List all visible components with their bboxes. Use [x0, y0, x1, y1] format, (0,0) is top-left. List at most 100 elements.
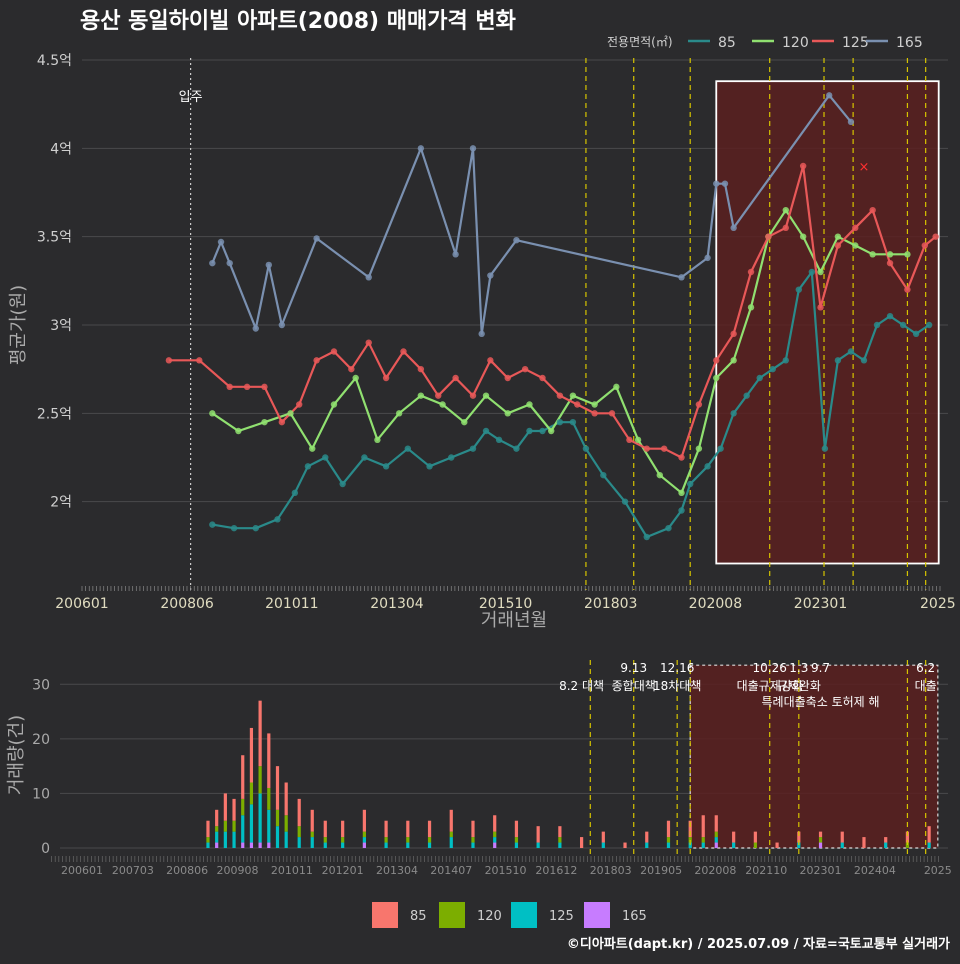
point-85: [339, 480, 346, 488]
point-125: [852, 224, 859, 232]
bar-120: [753, 842, 757, 848]
bar-85: [840, 831, 844, 843]
bar-85: [753, 831, 757, 843]
bar-165: [493, 842, 497, 848]
point-120: [352, 374, 359, 382]
point-120: [695, 445, 703, 452]
bottom-highlight-box: [689, 664, 939, 849]
point-120: [613, 383, 620, 391]
top-x-tick-label: 2025: [920, 596, 956, 612]
point-125: [834, 242, 842, 249]
point-85: [912, 330, 920, 338]
bar-125: [384, 842, 388, 848]
bottom-x-tick-label: 202110: [745, 864, 787, 877]
bottom-y-tick-label: 0: [41, 841, 50, 857]
point-85: [469, 445, 477, 452]
bottom-highlight-region: [689, 664, 939, 849]
bottom-x-tick-labels: 200601 200703 200806 200908 201011 201201 2013…: [61, 864, 952, 877]
point-120: [834, 233, 842, 240]
bottom-x-tick-label: 2025: [924, 864, 952, 877]
bar-125: [558, 842, 562, 848]
bar-120: [666, 837, 671, 843]
policy-name-label: 대출규제강화: [737, 679, 803, 693]
top-x-tick-label: 201510: [479, 596, 532, 612]
point-125: [165, 357, 173, 364]
policy-date-label: 9.13: [620, 661, 647, 675]
point-85: [873, 321, 881, 329]
bar-125: [927, 842, 931, 848]
point-125: [765, 233, 772, 240]
bottom-x-tick-label: 201905: [640, 864, 682, 877]
bar-125: [406, 842, 410, 848]
point-125: [435, 392, 442, 399]
bar-125: [701, 842, 705, 848]
point-125: [278, 418, 286, 426]
bar-125: [536, 842, 540, 848]
point-165: [365, 274, 372, 281]
point-120: [547, 427, 555, 435]
top-policy-lines: [585, 58, 927, 590]
point-85: [291, 489, 299, 497]
bar-120: [223, 820, 227, 832]
point-125: [487, 357, 494, 364]
policy-name-label: 종합대책: [612, 678, 656, 693]
bar-85: [297, 798, 301, 827]
top-series-points: ×: [165, 92, 939, 541]
bar-125: [341, 842, 345, 848]
point-125: [452, 374, 459, 382]
point-125: [313, 357, 320, 364]
point-120: [569, 392, 577, 399]
point-165: [478, 330, 485, 338]
policy-date-label: 12.16: [660, 661, 694, 675]
point-120: [417, 392, 425, 399]
point-125: [869, 206, 876, 214]
point-125: [695, 401, 703, 408]
point-125: [365, 339, 372, 346]
bar-165: [267, 842, 271, 848]
point-125: [196, 357, 203, 364]
bar-125: [310, 837, 314, 848]
policy-date-label: 10.26: [753, 661, 787, 675]
bar-85: [232, 798, 236, 821]
bar-85: [471, 820, 475, 838]
point-165: [313, 235, 320, 242]
point-125: [469, 392, 477, 399]
bar-120: [215, 826, 219, 832]
point-165: [265, 261, 273, 269]
point-85: [756, 374, 763, 382]
bar-85: [284, 782, 288, 816]
bar-85: [449, 809, 453, 832]
bar-120: [297, 826, 301, 838]
point-85: [448, 454, 455, 461]
policy-date-label: 9.7: [811, 661, 830, 675]
bar-125: [241, 815, 245, 843]
bar-85: [362, 809, 366, 832]
bar-85: [223, 793, 227, 821]
point-85: [526, 427, 533, 435]
bottom-x-tick-label: 201510: [485, 864, 527, 877]
top-legend-label-120: 120: [782, 35, 809, 51]
bar-165: [818, 842, 823, 848]
bottom-x-tick-label: 201803: [590, 864, 632, 877]
point-120: [287, 410, 294, 417]
point-85: [322, 454, 329, 461]
bar-85: [905, 831, 910, 843]
point-85: [513, 445, 520, 452]
point-120: [482, 392, 490, 399]
bar-165: [258, 842, 262, 848]
point-120: [461, 418, 468, 426]
bar-120: [493, 831, 497, 838]
point-85: [769, 365, 776, 373]
bottom-stacked-bars: [206, 700, 931, 848]
bar-85: [884, 837, 888, 843]
point-125: [417, 365, 425, 373]
bar-125: [215, 831, 219, 843]
point-120: [439, 401, 446, 408]
point-165: [217, 238, 225, 246]
top-legend-title: 전용면적(㎡): [607, 35, 673, 49]
top-y-axis-label: 평균가(원): [8, 285, 29, 365]
bar-85: [249, 727, 254, 783]
point-85: [730, 410, 737, 417]
bar-120: [406, 837, 410, 843]
bar-120: [275, 809, 280, 827]
